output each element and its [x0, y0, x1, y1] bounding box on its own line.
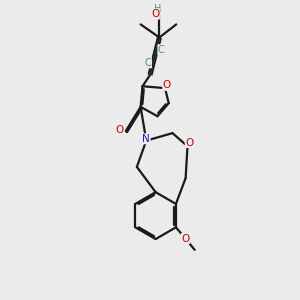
Text: C: C [145, 58, 152, 68]
Text: H: H [154, 4, 161, 14]
Text: N: N [142, 134, 150, 144]
Text: C: C [158, 45, 165, 55]
Text: O: O [181, 234, 189, 244]
Text: O: O [116, 125, 124, 135]
Text: O: O [163, 80, 171, 90]
Text: O: O [151, 9, 159, 19]
Text: O: O [185, 137, 194, 148]
